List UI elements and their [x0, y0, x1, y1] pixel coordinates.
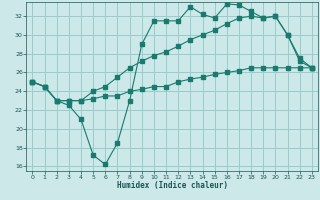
X-axis label: Humidex (Indice chaleur): Humidex (Indice chaleur)	[116, 181, 228, 190]
